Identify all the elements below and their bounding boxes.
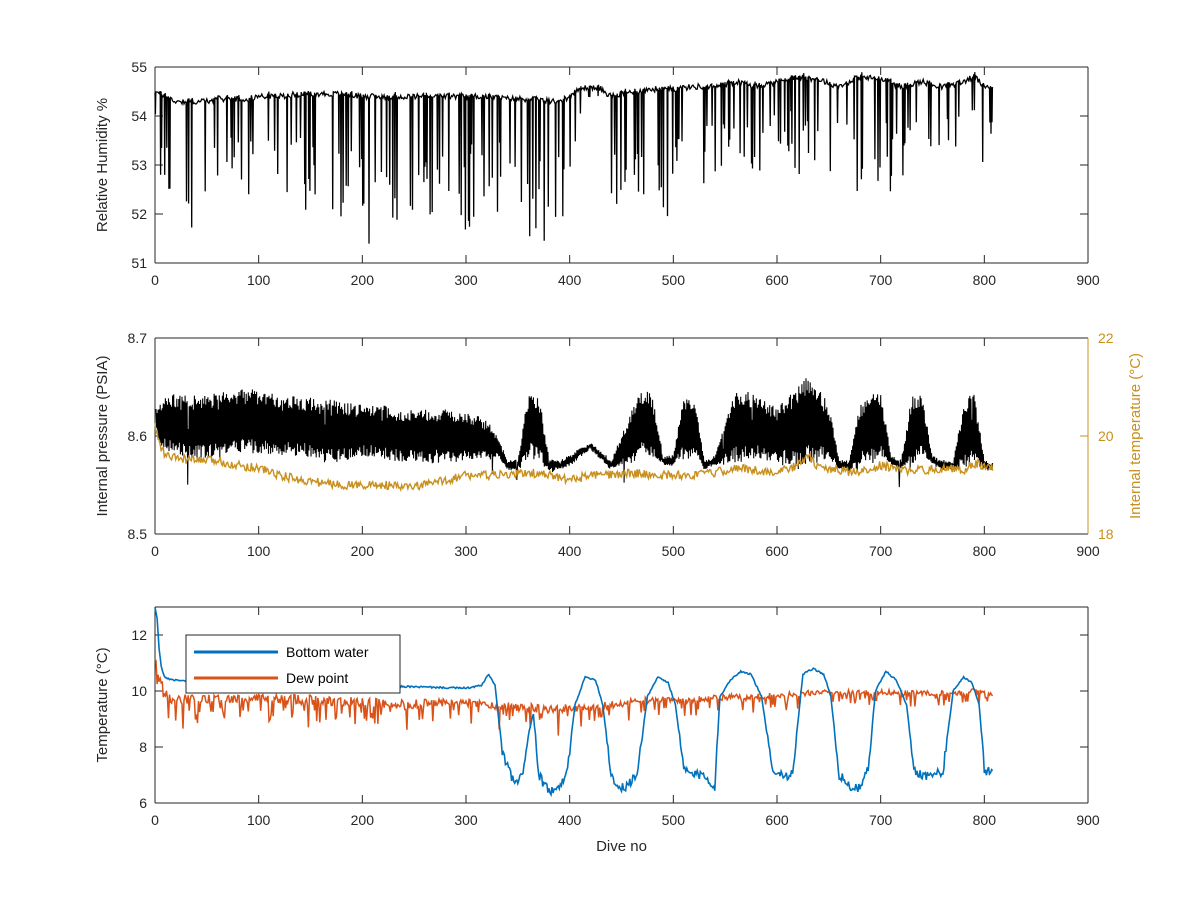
x-tick-label: 700 <box>869 543 893 559</box>
y-axis-label: Relative Humidity % <box>94 98 111 232</box>
x-tick-label: 800 <box>973 812 997 828</box>
series-line-internal-pressure <box>155 378 994 488</box>
x-tick-label: 500 <box>662 812 686 828</box>
series-line-internal-temperature <box>154 422 994 493</box>
y-tick-label: 54 <box>131 108 147 124</box>
y-right-tick-label: 20 <box>1098 428 1114 444</box>
x-tick-label: 300 <box>454 272 478 288</box>
x-tick-label: 800 <box>973 543 997 559</box>
series-line-dew-point <box>154 658 994 736</box>
x-tick-label: 400 <box>558 272 582 288</box>
y-tick-label: 8.6 <box>128 428 148 444</box>
x-tick-label: 500 <box>662 272 686 288</box>
x-tick-label: 600 <box>765 812 789 828</box>
y-tick-label: 8 <box>139 739 147 755</box>
x-axis-label: Dive no <box>596 838 647 855</box>
x-tick-label: 600 <box>765 543 789 559</box>
y-tick-label: 6 <box>139 795 147 811</box>
x-tick-label: 900 <box>1076 812 1100 828</box>
x-tick-label: 100 <box>247 812 271 828</box>
x-tick-label: 900 <box>1076 272 1100 288</box>
y-axis-label: Internal pressure (PSIA) <box>94 356 111 517</box>
x-tick-label: 200 <box>351 812 375 828</box>
legend-label-bottom-water: Bottom water <box>286 644 369 660</box>
x-tick-label: 300 <box>454 812 478 828</box>
x-tick-label: 0 <box>151 543 159 559</box>
y-right-tick-label: 18 <box>1098 526 1114 542</box>
x-tick-label: 700 <box>869 272 893 288</box>
y-tick-label: 8.5 <box>128 526 148 542</box>
x-tick-label: 700 <box>869 812 893 828</box>
legend: Bottom water Dew point <box>185 634 401 694</box>
y-right-tick-label: 22 <box>1098 330 1114 346</box>
x-tick-label: 400 <box>558 543 582 559</box>
axes-1: 0 100 200 300 400 500 600 700 800 900 51 52 53 54 55 Re… <box>94 59 1100 288</box>
x-tick-label: 900 <box>1076 543 1100 559</box>
y-right-axis-label: Internal temperature (°C) <box>1127 353 1144 519</box>
y-tick-label: 10 <box>131 683 147 699</box>
legend-label-dew-point: Dew point <box>286 670 348 686</box>
y-tick-label: 51 <box>131 255 147 271</box>
x-tick-label: 200 <box>351 272 375 288</box>
x-tick-label: 600 <box>765 272 789 288</box>
y-axis-label: Temperature (°C) <box>94 647 111 762</box>
series-line-relative-humidity <box>154 72 994 244</box>
x-tick-label: 200 <box>351 543 375 559</box>
x-tick-label: 400 <box>558 812 582 828</box>
legend-box <box>185 634 401 694</box>
y-tick-label: 52 <box>131 206 147 222</box>
axes-3: 0 100 200 300 400 500 600 700 800 900 6 8 10 12 Temper… <box>94 606 1100 855</box>
y-tick-label: 55 <box>131 59 147 75</box>
y-tick-label: 53 <box>131 157 147 173</box>
y-tick-label: 12 <box>131 627 147 643</box>
y-tick-label: 8.7 <box>128 330 148 346</box>
x-tick-label: 800 <box>973 272 997 288</box>
x-tick-label: 100 <box>247 272 271 288</box>
x-tick-label: 500 <box>662 543 686 559</box>
axes-2: 0 100 200 300 400 500 600 700 800 900 8.5 8.6 8.7 18 2… <box>94 330 1144 559</box>
x-tick-label: 0 <box>151 812 159 828</box>
x-tick-label: 0 <box>151 272 159 288</box>
x-tick-label: 300 <box>454 543 478 559</box>
x-tick-label: 100 <box>247 543 271 559</box>
